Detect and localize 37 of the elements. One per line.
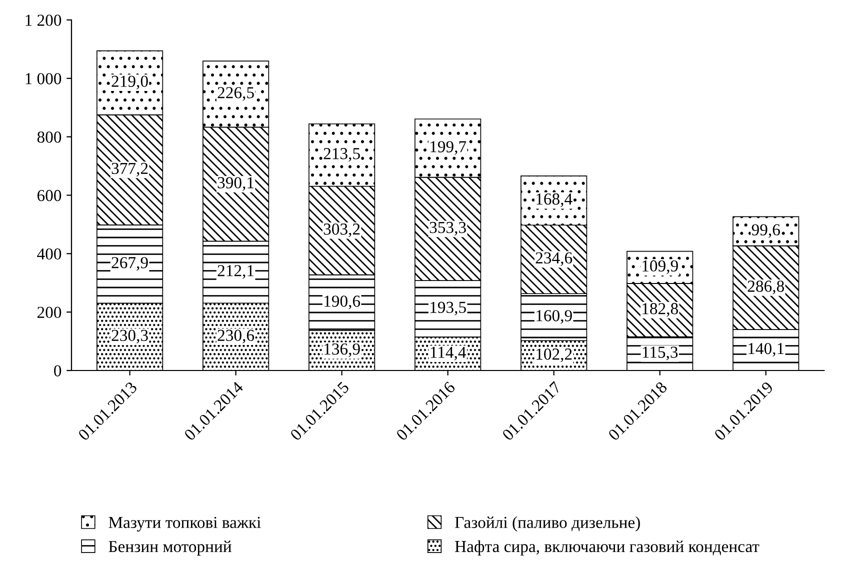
data-label: 377,2	[112, 162, 148, 176]
legend-label: Мазути топкові важкі	[108, 516, 261, 532]
data-label: 99,6	[752, 224, 780, 238]
data-label: 230,6	[218, 330, 254, 344]
y-tick-label: 0	[54, 365, 62, 376]
y-tick-label: 1 200	[26, 14, 62, 26]
data-label: 136,9	[324, 343, 360, 358]
data-label: 182,8	[642, 303, 678, 317]
data-label: 226,5	[218, 87, 254, 101]
legend-label: Бензин моторний	[108, 540, 232, 556]
data-label: 230,3	[112, 330, 148, 344]
data-label: 212,1	[218, 265, 254, 279]
data-label: 199,7	[430, 141, 466, 155]
data-label: 390,1	[218, 177, 254, 191]
data-label: 109,9	[642, 260, 678, 274]
data-label: 219,0	[112, 76, 148, 90]
y-tick-label: 600	[37, 190, 62, 202]
data-label: 286,8	[748, 280, 784, 294]
legend-label: Газойлі (паливо дизельне)	[455, 516, 640, 532]
data-label: 115,3	[642, 346, 678, 360]
data-label: 267,9	[112, 257, 148, 271]
data-label: 193,5	[430, 302, 466, 316]
data-label: 114,4	[430, 346, 466, 360]
data-label: 140,1	[748, 342, 784, 357]
data-label: 353,3	[430, 222, 466, 236]
data-label: 234,6	[536, 252, 572, 266]
y-tick-label: 400	[37, 248, 62, 260]
data-label: 213,5	[324, 148, 360, 162]
y-tick-label: 800	[37, 132, 62, 143]
data-label: 303,2	[324, 223, 360, 238]
data-label: 168,4	[536, 193, 572, 208]
y-tick-label: 1 000	[26, 73, 62, 84]
data-label: 190,6	[324, 296, 360, 310]
data-label: 102,2	[536, 348, 572, 362]
y-tick-label: 200	[37, 306, 62, 318]
legend-label: Нафта сира, включаючи газовий конденсат	[455, 540, 760, 556]
data-label: 160,9	[536, 310, 572, 324]
